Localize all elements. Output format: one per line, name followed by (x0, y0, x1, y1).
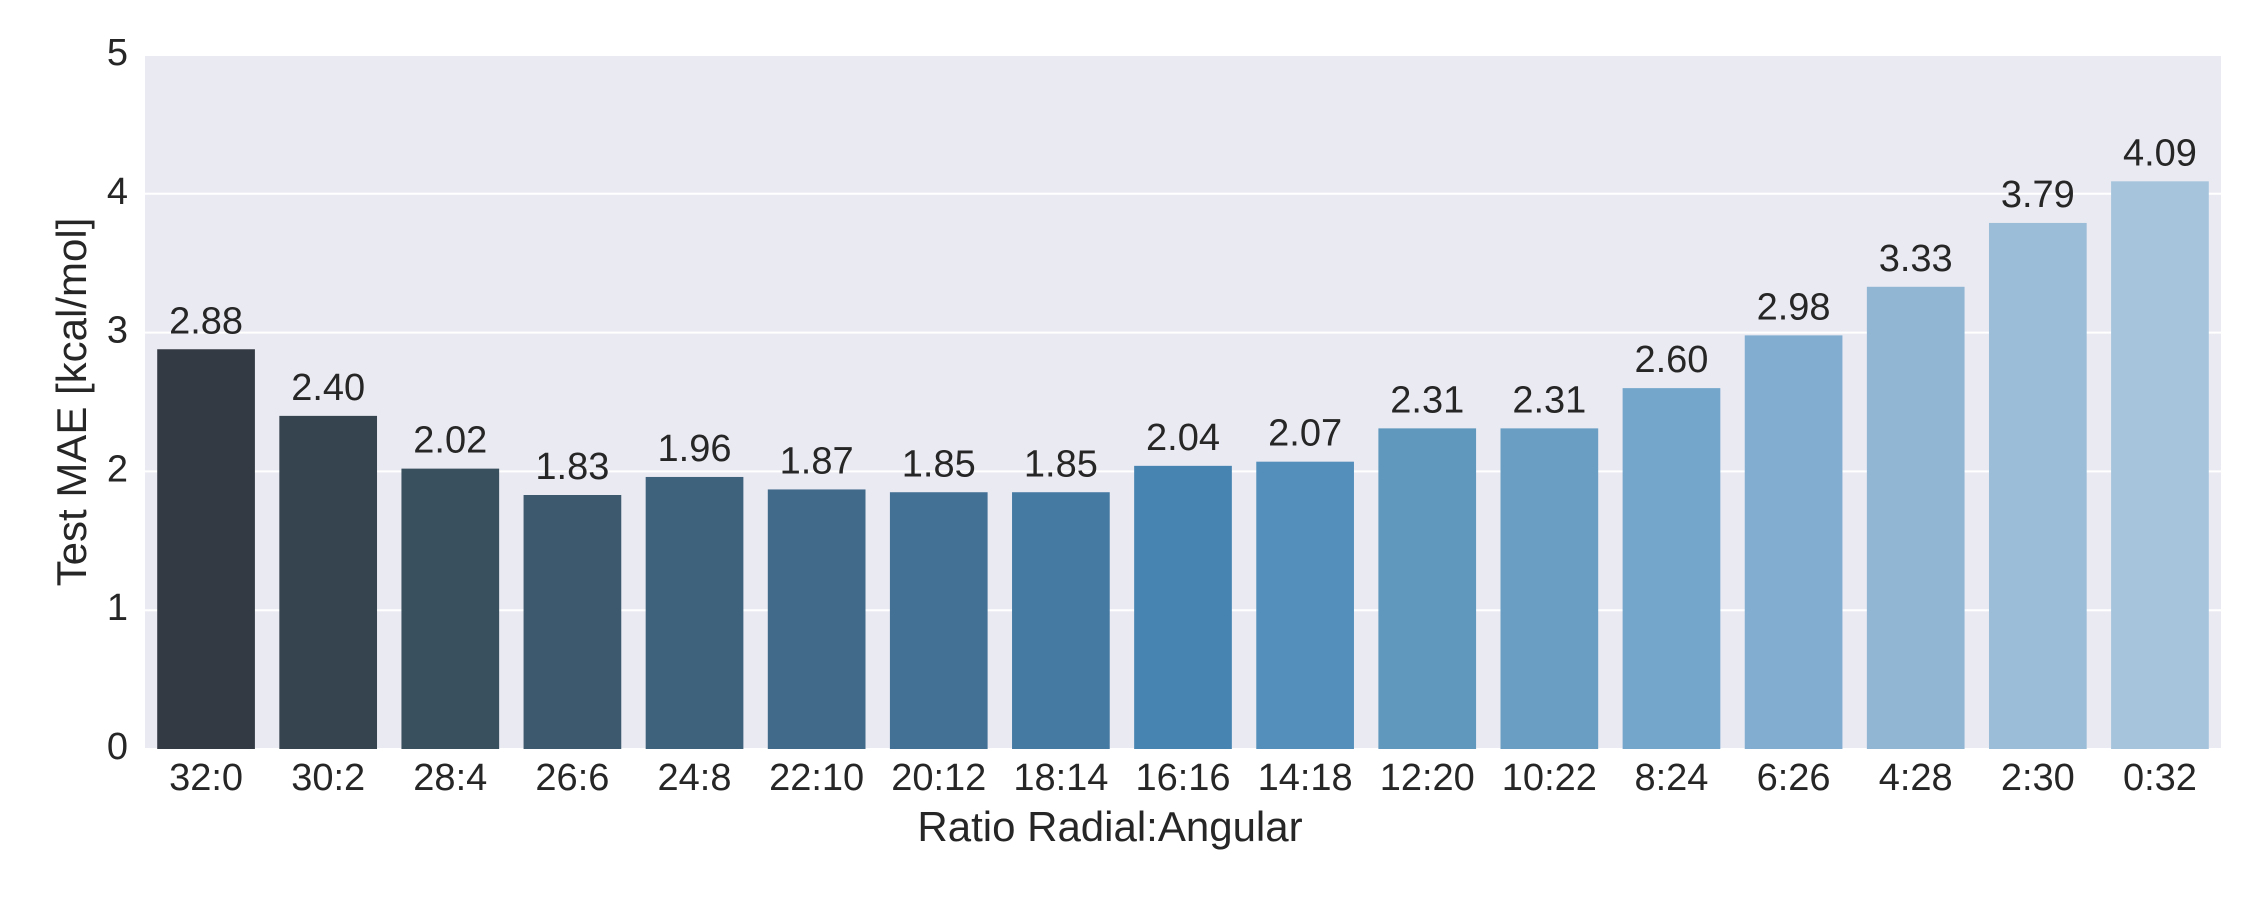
bar (767, 489, 866, 749)
value-label: 1.85 (902, 443, 976, 485)
y-tick-label: 1 (107, 587, 128, 629)
bar (1012, 492, 1110, 749)
x-tick-label: 20:12 (891, 757, 986, 799)
x-tick-label: 16:16 (1135, 757, 1230, 799)
bar (401, 468, 500, 749)
bar (523, 494, 622, 749)
bar (157, 349, 255, 749)
value-label: 2.88 (169, 300, 243, 342)
y-tick-label: 0 (107, 726, 128, 768)
value-label: 2.98 (1757, 286, 1831, 328)
bar (1988, 222, 2087, 749)
value-label: 2.04 (1146, 417, 1220, 459)
y-tick-label: 2 (107, 448, 128, 490)
value-label: 2.02 (413, 420, 487, 462)
x-tick-label: 18:14 (1013, 757, 1108, 799)
bar (645, 476, 744, 749)
value-label: 1.96 (658, 428, 732, 470)
y-tick-label: 4 (107, 171, 128, 213)
x-axis-label: Ratio Radial:Angular (917, 803, 1302, 850)
value-label: 2.31 (1512, 379, 1586, 421)
x-tick-label: 22:10 (769, 757, 864, 799)
value-label: 1.85 (1024, 443, 1098, 485)
y-tick-label: 5 (107, 32, 128, 74)
bar (1622, 388, 1721, 749)
value-label: 2.40 (291, 367, 365, 409)
value-label: 1.87 (780, 440, 854, 482)
bar (2111, 181, 2209, 750)
bar (279, 415, 378, 749)
x-tick-label: 6:26 (1757, 757, 1831, 799)
bar (1134, 465, 1232, 749)
bar (889, 492, 988, 749)
x-tick-label: 10:22 (1502, 757, 1597, 799)
x-tick-label: 0:32 (2123, 757, 2197, 799)
bar (1866, 286, 1965, 749)
value-label: 3.33 (1879, 238, 1953, 280)
x-tick-label: 14:18 (1258, 757, 1353, 799)
bar (1256, 461, 1354, 749)
bar (1744, 335, 1843, 749)
x-tick-label: 24:8 (658, 757, 732, 799)
value-label: 4.09 (2123, 132, 2197, 174)
bar (1378, 428, 1477, 749)
x-tick-label: 26:6 (535, 757, 609, 799)
x-tick-label: 12:20 (1380, 757, 1475, 799)
y-axis-label: Test MAE [kcal/mol] (48, 218, 95, 587)
x-tick-label: 28:4 (413, 757, 487, 799)
x-tick-label: 4:28 (1879, 757, 1953, 799)
x-tick-label: 32:0 (169, 757, 243, 799)
value-label: 2.31 (1390, 379, 1464, 421)
value-label: 2.07 (1268, 413, 1342, 455)
x-tick-label: 8:24 (1634, 757, 1708, 799)
value-label: 1.83 (535, 446, 609, 488)
x-tick-label: 30:2 (291, 757, 365, 799)
x-tick-label: 2:30 (2001, 757, 2075, 799)
bar (1500, 428, 1599, 749)
value-label: 3.79 (2001, 174, 2075, 216)
value-label: 2.60 (1634, 339, 1708, 381)
y-tick-label: 3 (107, 310, 128, 352)
